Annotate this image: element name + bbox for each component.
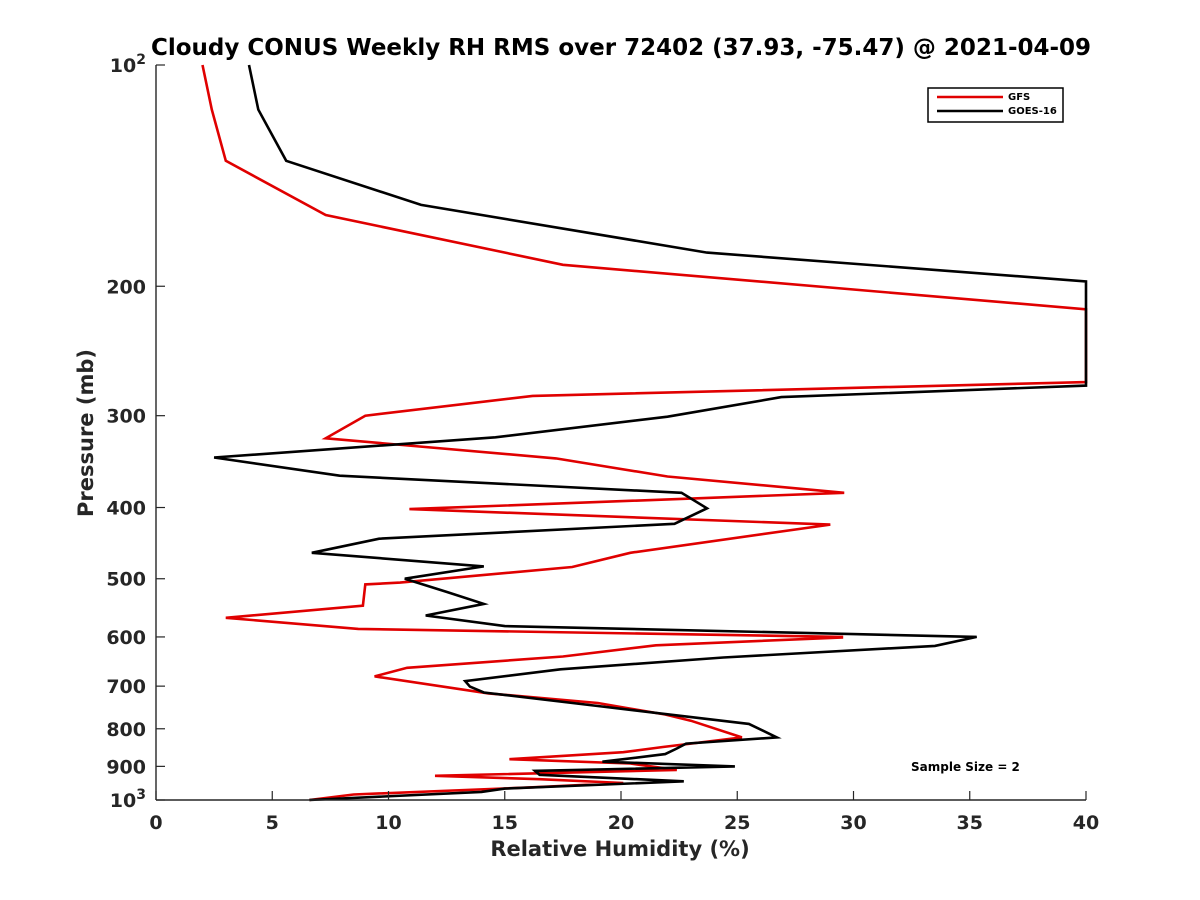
series-group bbox=[201, 64, 1088, 802]
series-line-goes16 bbox=[213, 64, 1088, 802]
legend-box bbox=[927, 87, 1064, 123]
x-tick-label: 10 bbox=[375, 812, 401, 834]
legend-label-goes16: GOES-16 bbox=[1008, 106, 1057, 117]
y-tick-label: 600 bbox=[106, 627, 146, 649]
plot-area: 0 5 10 15 20 25 30 35 40 102 200 300 400 500 600 700 800… bbox=[106, 52, 1099, 834]
y-tick-label: 300 bbox=[106, 406, 146, 428]
x-tick-label: 35 bbox=[957, 812, 983, 834]
y-tick-label: 400 bbox=[106, 498, 146, 520]
x-tick-label: 30 bbox=[840, 812, 866, 834]
y-tick-label: 102 bbox=[110, 52, 146, 77]
x-tick-label: 20 bbox=[608, 812, 634, 834]
y-tick-label: 800 bbox=[106, 719, 146, 741]
ticks-group: 0 5 10 15 20 25 30 35 40 102 200 300 400 500 600 700 800… bbox=[106, 52, 1099, 834]
y-tick-label: 500 bbox=[106, 569, 146, 591]
x-tick-label: 40 bbox=[1073, 812, 1099, 834]
x-axis-title: Relative Humidity (%) bbox=[490, 837, 749, 861]
y-tick-label: 103 bbox=[110, 787, 146, 812]
sample-size-annotation: Sample Size = 2 bbox=[911, 760, 1020, 774]
y-tick-label: 900 bbox=[106, 756, 146, 778]
x-tick-label: 15 bbox=[492, 812, 518, 834]
x-tick-label: 0 bbox=[149, 812, 162, 834]
y-tick-label: 200 bbox=[106, 276, 146, 298]
y-axis-title: Pressure (mb) bbox=[74, 349, 98, 517]
y-tick-label: 700 bbox=[106, 676, 146, 698]
x-tick-label: 25 bbox=[724, 812, 750, 834]
legend-label-gfs: GFS bbox=[1008, 92, 1030, 103]
legend: GFS GOES-16 bbox=[927, 87, 1064, 123]
series-line-gfs bbox=[201, 64, 1088, 802]
chart-title: Cloudy CONUS Weekly RH RMS over 72402 (3… bbox=[151, 35, 1091, 61]
x-tick-label: 5 bbox=[266, 812, 279, 834]
